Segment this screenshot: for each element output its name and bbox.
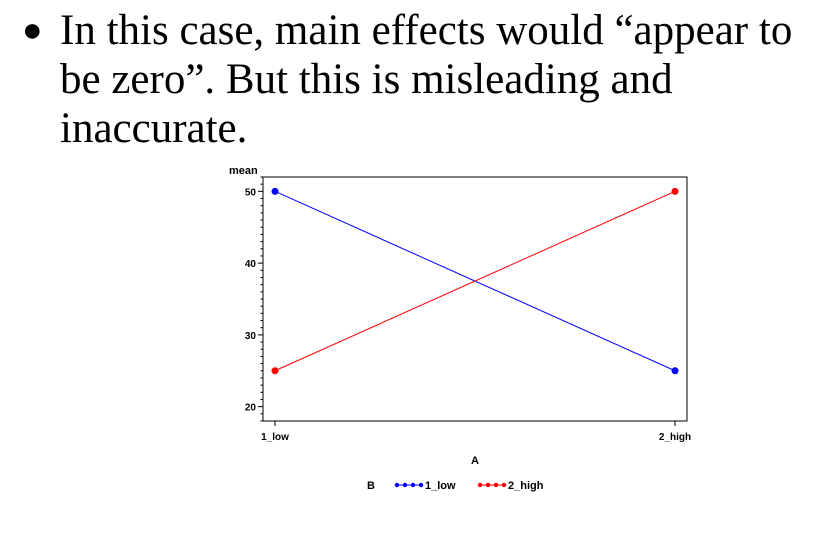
chart-legend: B 1_low 2_high <box>367 480 544 492</box>
bullet-text: In this case, main effects would “appear… <box>60 7 793 152</box>
legend-marker <box>485 482 491 488</box>
series-points <box>271 187 679 375</box>
data-point <box>271 187 279 195</box>
data-point <box>671 187 679 195</box>
legend-marker <box>501 482 507 488</box>
y-tick-label: 20 <box>245 403 257 414</box>
y-tick-label: 50 <box>245 187 257 198</box>
legend-label: 1_low <box>425 480 456 492</box>
x-tick-label: 2_high <box>659 432 691 443</box>
y-tick-label: 30 <box>245 331 257 342</box>
legend-label: 2_high <box>508 480 544 492</box>
y-axis-ticks: 20 30 40 50 <box>245 176 263 422</box>
legend-title: B <box>367 480 375 492</box>
interaction-plot: mean 20 30 40 50 1_low 2_high A B 1_low 2_hig… <box>215 158 715 503</box>
data-point <box>271 367 279 375</box>
plot-frame <box>262 176 688 422</box>
chart-svg: mean 20 30 40 50 1_low 2_high A B 1_low 2_hig… <box>229 165 691 492</box>
x-axis-ticks: 1_low 2_high <box>261 421 691 443</box>
legend-marker <box>493 482 499 488</box>
bullet-item: ● In this case, main effects would “appe… <box>22 6 812 153</box>
legend-marker <box>402 482 408 488</box>
x-axis-label: A <box>471 455 479 467</box>
legend-marker <box>418 482 424 488</box>
data-point <box>671 367 679 375</box>
bullet-dot-icon: ● <box>22 12 43 49</box>
legend-marker <box>477 482 483 488</box>
y-axis-label: mean <box>229 165 258 177</box>
slide-text-block: ● In this case, main effects would “appe… <box>22 6 812 153</box>
legend-marker <box>394 482 400 488</box>
legend-marker <box>410 482 416 488</box>
y-tick-label: 40 <box>245 259 257 270</box>
series-line <box>274 190 676 372</box>
series-lines <box>274 190 676 372</box>
x-tick-label: 1_low <box>261 432 289 443</box>
